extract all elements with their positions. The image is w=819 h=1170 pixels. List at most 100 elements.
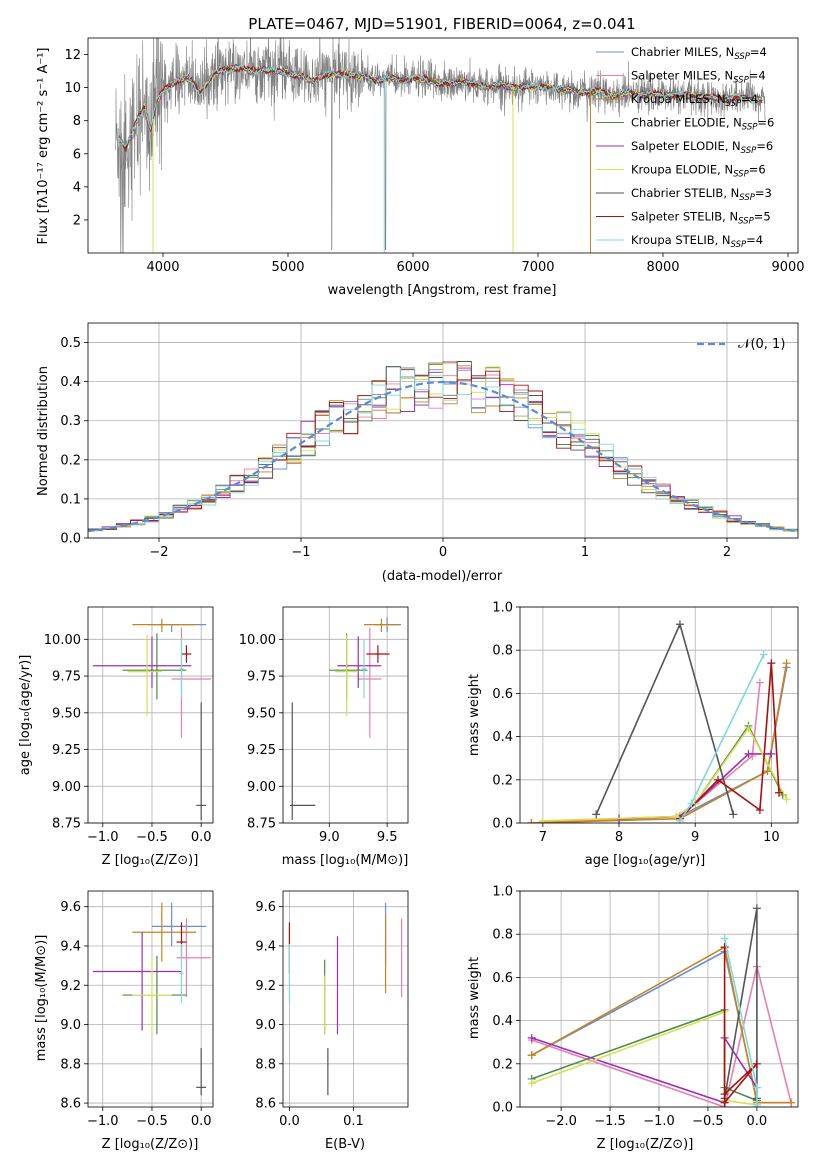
y-tick-label: 0.1 <box>60 492 81 507</box>
y-tick-label: 0.6 <box>492 687 513 702</box>
y-tick-label: 9.50 <box>247 706 276 721</box>
x-tick-label: 5000 <box>271 260 304 275</box>
y-tick-label: 9.2 <box>255 979 276 994</box>
ageZ-xlabel: Z [log₁₀(Z/Z⊙)] <box>102 853 199 868</box>
y-tick-label: 1.0 <box>492 601 513 616</box>
y-tick-label: 12 <box>64 48 81 63</box>
y-tick-label: 9.00 <box>247 780 276 795</box>
weight-marker <box>729 810 738 819</box>
plot-area <box>288 902 403 1096</box>
x-tick-label: 4000 <box>146 260 179 275</box>
x-tick-label: 0.0 <box>191 1114 212 1129</box>
legend-entry: Salpeter ELODIE, NSSP=6 <box>631 139 773 156</box>
wAge-xlabel: age [log₁₀(age/yr)] <box>585 853 706 868</box>
axes-frame <box>87 890 214 1108</box>
weight-marker <box>782 659 791 668</box>
x-tick-label: 9 <box>691 830 699 845</box>
y-tick-label: 0.2 <box>492 1057 513 1072</box>
weight-marker <box>755 806 764 815</box>
x-tick-label: 2 <box>723 545 731 560</box>
weight-marker <box>752 904 761 913</box>
x-tick-label: 9000 <box>771 260 804 275</box>
plot-area <box>115 38 766 253</box>
plot-area <box>527 620 791 823</box>
y-tick-label: 2 <box>73 213 81 228</box>
y-tick-label: 8.8 <box>255 1057 276 1072</box>
y-tick-label: 0.0 <box>60 532 81 547</box>
y-tick-label: 4 <box>73 180 81 195</box>
model-spectrum-kroupa-stelib <box>118 64 763 147</box>
y-tick-label: 9.6 <box>60 900 81 915</box>
mass-vs-ebv-panel: E(B-V) 0.0 0.1 8.6 8.8 9.0 9.2 9.4 9.6 <box>255 890 409 1152</box>
weight-line-kroupa-miles <box>531 663 788 823</box>
y-tick-label: 9.00 <box>52 780 81 795</box>
y-tick-label: 0.5 <box>60 336 81 351</box>
wAge-ylabel: mass weight <box>467 674 482 756</box>
weight-marker <box>720 934 729 943</box>
x-tick-label: 7000 <box>521 260 554 275</box>
y-tick-label: 0.6 <box>492 971 513 986</box>
model-spectrum-salpeter-stelib <box>119 65 763 151</box>
y-tick-label: 10.00 <box>239 633 276 648</box>
weight-marker <box>774 788 783 797</box>
axes-frame <box>282 890 409 1108</box>
legend-entry: Kroupa STELIB, NSSP=4 <box>631 233 763 250</box>
x-tick-label: 1 <box>581 545 589 560</box>
weight-marker <box>744 749 753 758</box>
weight-marker <box>752 1083 761 1092</box>
weight-line-salpeter-miles <box>531 682 761 823</box>
y-tick-label: 9.75 <box>247 670 276 685</box>
x-tick-label: 0.0 <box>279 1114 300 1129</box>
x-tick-label: −2.0 <box>545 1114 577 1129</box>
x-tick-label: −0.5 <box>136 1114 168 1129</box>
wZ-xlabel: Z [log₁₀(Z/Z⊙)] <box>597 1137 694 1152</box>
y-tick-label: 0.3 <box>60 414 81 429</box>
spectrum-title: PLATE=0467, MJD=51901, FIBERID=0064, z=0… <box>248 15 635 33</box>
wZ-ylabel: mass weight <box>467 957 482 1039</box>
x-tick-label: 8 <box>615 830 623 845</box>
y-tick-label: 9.50 <box>52 706 81 721</box>
y-tick-label: 9.4 <box>255 939 276 954</box>
weight-line-salpeter-stelib <box>723 947 758 1105</box>
y-tick-label: 10 <box>64 81 81 96</box>
legend-entry: Kroupa MILES, NSSP=4 <box>631 92 758 109</box>
x-tick-label: 0.0 <box>191 830 212 845</box>
y-tick-label: 0.8 <box>492 644 513 659</box>
y-tick-label: 0.0 <box>492 817 513 832</box>
y-tick-label: 0.4 <box>492 730 513 745</box>
weight-marker <box>720 1098 729 1107</box>
x-tick-label: 6000 <box>396 260 429 275</box>
plot-area <box>289 617 402 821</box>
weight-marker <box>527 1079 536 1088</box>
y-tick-label: 8.75 <box>247 817 276 832</box>
gaussian-reference-curve <box>88 380 798 533</box>
y-tick-label: 8.6 <box>255 1097 276 1112</box>
y-tick-label: 0.8 <box>492 928 513 943</box>
massZ-ylabel: mass [log₁₀(M/M⊙)] <box>34 935 49 1062</box>
axes-frame <box>87 606 214 824</box>
y-tick-label: 9.0 <box>60 1018 81 1033</box>
y-tick-label: 9.2 <box>60 979 81 994</box>
spectrum-ylabel: Flux [fλ10⁻¹⁷ erg cm⁻² s⁻¹ A⁻¹] <box>36 48 51 245</box>
x-tick-label: 8000 <box>646 260 679 275</box>
spectrum-panel: PLATE=0467, MJD=51901, FIBERID=0064, z=0… <box>36 15 805 298</box>
weight-marker <box>767 749 776 758</box>
mass-vs-metallicity-panel: Z [log₁₀(Z/Z⊙)] mass [log₁₀(M/M⊙)] −1.0 −… <box>34 890 214 1152</box>
x-tick-label: −0.5 <box>136 830 168 845</box>
residuals-ylabel: Normed distribution <box>36 366 51 496</box>
weight-vs-metallicity-panel: Z [log₁₀(Z/Z⊙)] mass weight −2.0 −1.5 −1.0… <box>467 885 799 1152</box>
weight-marker <box>675 620 684 629</box>
massZ-xlabel: Z [log₁₀(Z/Z⊙)] <box>102 1137 199 1152</box>
x-tick-label: 0.0 <box>747 1114 768 1129</box>
y-tick-label: 8.75 <box>52 817 81 832</box>
x-tick-label: 9.5 <box>377 830 398 845</box>
ageZ-ylabel: age [log₁₀(age/yr)] <box>18 655 33 776</box>
massE-xlabel: E(B-V) <box>325 1137 365 1152</box>
y-tick-label: 9.75 <box>52 670 81 685</box>
y-tick-label: 10.00 <box>44 633 81 648</box>
x-tick-label: 7 <box>539 830 547 845</box>
y-tick-label: 0.0 <box>492 1101 513 1116</box>
weight-marker <box>744 723 753 732</box>
y-tick-label: 0.2 <box>60 453 81 468</box>
model-spectrum-chabrier-stelib <box>119 65 763 153</box>
